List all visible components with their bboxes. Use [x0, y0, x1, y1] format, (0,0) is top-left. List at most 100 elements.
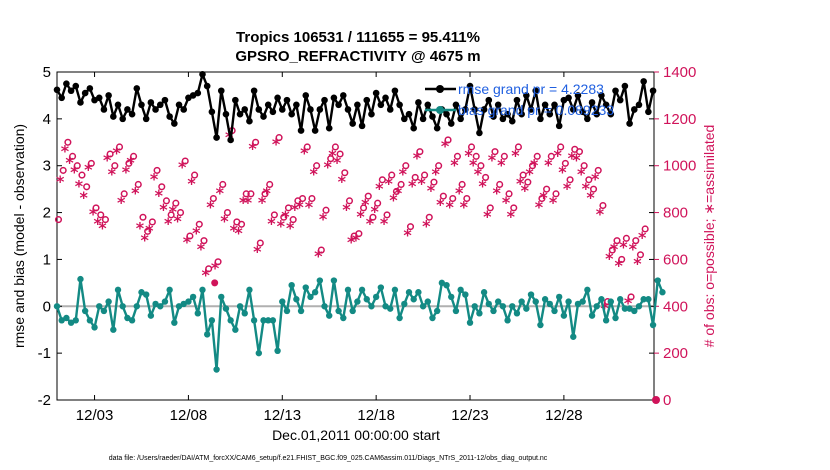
bias-point [490, 307, 497, 315]
possible-obs-point [299, 194, 307, 203]
possible-obs-point [500, 152, 508, 160]
rmse-point [593, 110, 601, 118]
right-tick-label: 1000 [663, 158, 696, 175]
assimilated-obs-point: * [94, 214, 103, 233]
possible-obs-point [411, 173, 419, 181]
assimilated-obs-point: * [507, 207, 516, 226]
assimilated-obs-point: * [549, 193, 558, 212]
right-tick-label: 1200 [663, 111, 696, 128]
rmse-point [480, 106, 488, 113]
possible-obs-point [435, 162, 443, 170]
possible-obs-point [144, 227, 152, 235]
rmse-point [565, 94, 572, 102]
rmse-point [274, 94, 281, 102]
possible-obs-point [54, 216, 63, 224]
possible-obs-point [148, 218, 156, 226]
possible-obs-point [266, 180, 274, 189]
possible-obs-point [439, 192, 447, 200]
possible-obs-point [636, 251, 645, 259]
possible-obs-point [214, 258, 222, 266]
assimilated-obs-point: * [356, 207, 365, 226]
assimilated-obs-point: * [361, 195, 370, 214]
bias-point [555, 293, 563, 301]
bias-point [161, 298, 169, 305]
rmse-point [405, 110, 413, 118]
rmse-point [156, 101, 164, 109]
rmse-point [288, 110, 295, 118]
assimilated-obs-point: * [605, 249, 614, 268]
bias-point [452, 307, 460, 315]
assimilated-obs-point: * [112, 144, 121, 163]
assimilated-obs-point: * [600, 298, 609, 317]
rmse-point [349, 120, 356, 127]
rmse-point [363, 96, 371, 104]
assimilated-obs-point: * [596, 205, 605, 224]
possible-obs-point [402, 162, 410, 170]
assimilated-obs-point: * [70, 162, 79, 181]
rmse-point [246, 117, 253, 125]
bias-point [72, 317, 79, 324]
bias-point [321, 303, 328, 310]
possible-obs-point [392, 187, 400, 196]
right-tick-label: 1400 [663, 64, 696, 81]
bias-point [405, 289, 413, 296]
rmse-point [612, 87, 619, 95]
assimilated-obs-point: * [394, 183, 403, 202]
assimilated-obs-point: * [638, 228, 647, 247]
rmse-point [325, 124, 333, 132]
possible-obs-point [139, 213, 147, 221]
assimilated-obs-point: * [539, 188, 548, 207]
rmse-point [67, 87, 75, 95]
possible-obs-point [209, 194, 217, 203]
observation-count-markers: ****************************************… [54, 127, 660, 404]
possible-obs-point [345, 197, 354, 205]
bias-point [565, 298, 572, 305]
assimilated-obs-point: * [281, 207, 290, 226]
possible-obs-point [336, 150, 344, 158]
rmse-point [321, 96, 328, 104]
assimilated-obs-point: * [324, 158, 333, 177]
rmse-point [213, 134, 220, 141]
assimilated-obs-point: * [427, 181, 436, 200]
possible-obs-point [125, 159, 133, 167]
bias-point [185, 298, 192, 305]
left-tick-label: 3 [43, 158, 51, 175]
rmse-point [166, 113, 173, 120]
rmse-point [476, 129, 483, 137]
assimilated-obs-point: * [422, 216, 431, 235]
rmse-point [396, 101, 403, 109]
assimilated-obs-point: * [403, 226, 412, 245]
zero-obs-point [652, 396, 660, 404]
assimilated-obs-point: * [272, 134, 281, 153]
bias-point [269, 317, 277, 324]
rmse-point [424, 101, 432, 109]
data-file-footer: data file: /Users/raeder/DAI/ATM_forcXX/… [109, 455, 548, 462]
bias-point [119, 303, 126, 310]
assimilated-obs-point: * [502, 193, 511, 212]
rmse-point [579, 108, 586, 116]
rmse-point [133, 85, 141, 92]
bias-point [377, 284, 385, 291]
bias-point [189, 293, 197, 301]
rmse-point [354, 101, 361, 109]
bias-point [53, 303, 61, 310]
bias-point [523, 305, 530, 312]
assimilated-obs-point: * [314, 247, 323, 266]
bias-point [499, 303, 507, 310]
possible-obs-point [59, 166, 67, 174]
rmse-point [241, 106, 249, 113]
rmse-point [278, 106, 286, 113]
rmse-point [452, 101, 460, 109]
possible-obs-point [505, 190, 513, 198]
assimilated-obs-point: * [582, 179, 591, 198]
rmse-point [443, 110, 450, 118]
possible-obs-point [322, 206, 330, 214]
possible-obs-point [547, 152, 555, 160]
right-tick-label: 800 [663, 205, 688, 222]
assimilated-obs-point: * [516, 174, 525, 193]
possible-obs-point [524, 178, 532, 186]
bias-point [471, 303, 478, 310]
bias-point [443, 282, 450, 289]
bias-point [551, 307, 558, 315]
possible-obs-point [101, 216, 109, 224]
